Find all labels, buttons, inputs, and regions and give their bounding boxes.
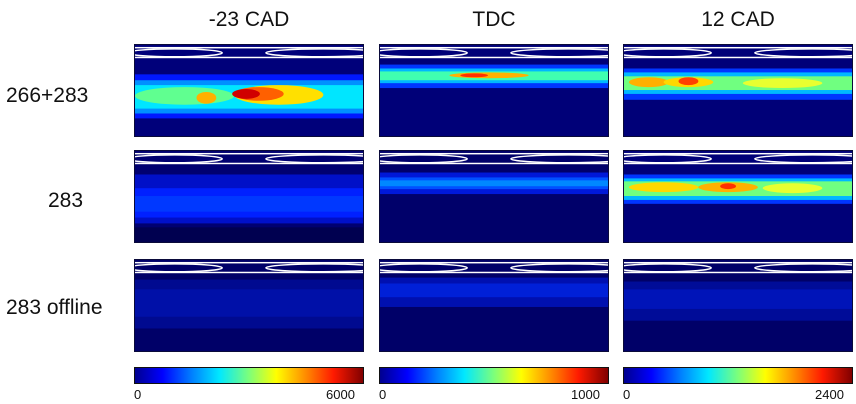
row-label-283: 283: [48, 189, 84, 212]
row-label-283-offline: 283 offline: [6, 296, 103, 319]
colorbar-minus23cad: [134, 367, 364, 384]
colorbar-min-label: 0: [134, 387, 142, 402]
image-panel-283-12cad: [623, 150, 853, 243]
image-panel-266-283-minus23cad: [134, 44, 364, 137]
intensity-image: [380, 151, 608, 242]
image-panel-283-offline-12cad: [623, 259, 853, 352]
intensity-image: [135, 260, 363, 351]
intensity-image: [380, 260, 608, 351]
column-title-tdc: TDC: [472, 8, 516, 31]
image-panel-266-283-12cad: [623, 44, 853, 137]
colorbar-tdc: [379, 367, 609, 384]
image-panel-266-283-tdc: [379, 44, 609, 137]
intensity-image: [135, 151, 363, 242]
colorbar-max-label: 1000: [571, 387, 600, 402]
colorbar-min-label: 0: [379, 387, 387, 402]
colorbar-12cad: [623, 367, 853, 384]
intensity-image: [135, 45, 363, 136]
intensity-image: [624, 151, 852, 242]
image-panel-283-offline-minus23cad: [134, 259, 364, 352]
colorbar-max-label: 6000: [326, 387, 355, 402]
column-title-12cad: 12 CAD: [701, 8, 775, 31]
colorbar-max-label: 2400: [815, 387, 844, 402]
colorbar-min-label: 0: [623, 387, 631, 402]
image-panel-283-tdc: [379, 150, 609, 243]
column-title-minus23cad: -23 CAD: [208, 8, 290, 31]
image-panel-283-offline-tdc: [379, 259, 609, 352]
intensity-image: [624, 260, 852, 351]
row-label-266-283: 266+283: [6, 84, 89, 107]
intensity-image: [624, 45, 852, 136]
image-panel-283-minus23cad: [134, 150, 364, 243]
intensity-image: [380, 45, 608, 136]
